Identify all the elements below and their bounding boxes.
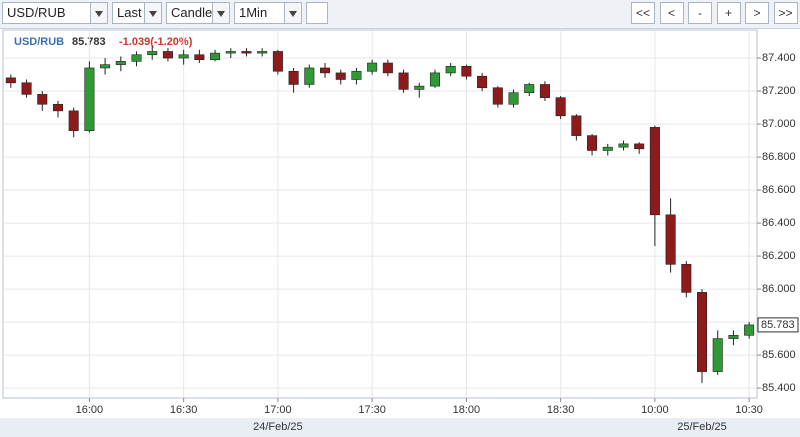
plot-area [2,29,758,399]
nav-button[interactable]: + [716,2,741,24]
candle-body [210,52,221,61]
candle-body [335,72,346,80]
candle-body [178,54,189,59]
candle-body [524,84,535,94]
symbol-text: USD/RUB [7,5,66,20]
candle-body [461,66,472,77]
date-bar [0,418,800,437]
header-price: 85.783 [72,36,106,48]
style-select[interactable]: Candle [166,2,230,24]
nav-button[interactable]: << [631,2,655,24]
candle-body [225,51,236,54]
dropdown-arrow[interactable] [212,3,229,23]
candle-body [100,64,111,69]
y-tick-label: 87.200 [762,85,796,97]
candle-body [414,85,425,90]
candle-body [728,334,739,339]
nav-button[interactable]: - [688,2,712,24]
nav-button[interactable]: < [659,2,684,24]
candle-body [697,292,708,372]
x-tick-label: 10:30 [735,404,763,416]
x-tick-label: 16:30 [170,404,198,416]
y-tick-label: 86.200 [762,250,796,262]
header-symbol: USD/RUB [14,36,64,48]
candle-body [571,115,582,136]
dropdown-arrow[interactable] [284,3,301,23]
candle-body [194,54,205,61]
candle-body [492,87,503,105]
candle-body [429,72,440,87]
x-tick-label: 16:00 [76,404,104,416]
candle-body [634,143,645,150]
candle-body [162,51,173,59]
price-type-select[interactable]: Last [112,2,162,24]
last-price-label: 85.783 [761,319,795,331]
interval-text: 1Min [239,5,268,20]
y-tick-label: 86.600 [762,184,796,196]
candle-body [115,61,126,65]
chart: USD/RUB 85.783 -1.039(-1.20%) 85.400 85.6… [0,29,800,437]
y-tick-label: 86.400 [762,217,796,229]
x-tick-label: 17:00 [264,404,292,416]
x-tick-label: 18:30 [547,404,575,416]
candle-body [445,66,456,74]
candle-body [52,103,63,112]
candle-body [649,127,660,216]
grid [3,30,757,398]
candle-body [539,84,550,98]
candle-body [602,146,613,151]
candle-body [320,67,331,74]
x-tick-label: 18:00 [453,404,481,416]
y-tick-label: 85.600 [762,349,796,361]
candle-body [681,264,692,293]
candle-body [131,54,142,62]
candle-body [744,324,755,336]
candle-body [665,214,676,265]
symbol-select[interactable]: USD/RUB [2,2,108,24]
nav-button[interactable]: > [745,2,769,24]
x-tick-label: 10:00 [641,404,669,416]
candle-body [508,92,519,105]
candle-body [21,82,32,95]
candle-body [257,51,268,54]
candle-body [5,77,16,84]
dropdown-arrow[interactable] [90,3,107,23]
candle-body [477,75,488,89]
candle-body [618,143,629,148]
interval-select[interactable]: 1Min [234,2,302,24]
y-tick-label: 87.000 [762,118,796,130]
candle-body [272,51,283,72]
candle-body [712,338,723,372]
y-tick-label: 86.800 [762,151,796,163]
candle-body [37,94,48,105]
header-change: -1.039(-1.20%) [119,36,193,48]
candle-body [147,51,158,56]
last-price-box [757,317,799,333]
price-type-text: Last [117,5,142,20]
nav-button[interactable]: >> [773,2,798,24]
x-tick-label: 17:30 [358,404,386,416]
style-text: Candle [171,5,213,20]
date-label: 25/Feb/25 [677,421,727,433]
date-label: 24/Feb/25 [253,421,303,433]
candle-body [351,70,362,80]
settings-icon[interactable] [306,2,328,24]
toolbar: USD/RUB Last Candle 1Min << < - + > >> [0,0,800,29]
candle-body [288,70,299,85]
candle-body [68,110,79,131]
candle-body [241,51,252,54]
candle-body [587,135,598,151]
candle-body [555,97,566,117]
candle-body [84,67,95,131]
y-tick-label: 87.400 [762,52,796,64]
candle-body [382,62,393,74]
dropdown-arrow[interactable] [144,3,161,23]
y-tick-label: 86.000 [762,283,796,295]
y-tick-label: 85.400 [762,382,796,394]
candle-body [367,62,378,72]
candle-body [398,72,409,90]
candle-body [304,67,315,85]
